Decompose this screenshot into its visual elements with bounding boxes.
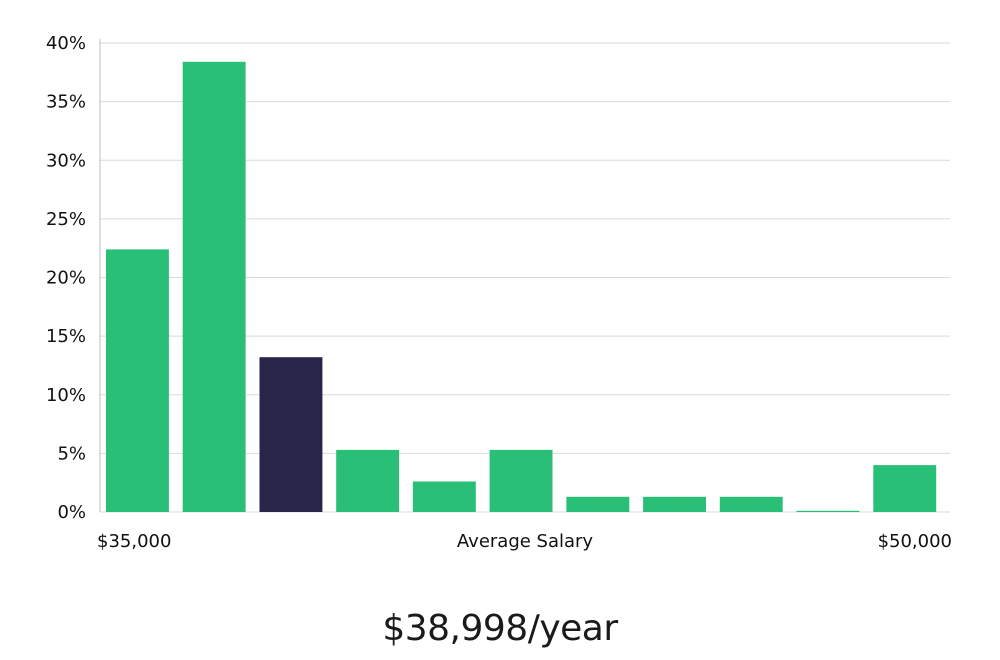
bar <box>489 449 553 512</box>
bar <box>719 496 783 512</box>
y-tick-label: 5% <box>57 443 86 464</box>
chart-canvas: 0% 5% 10% 15% 20% 25% 30% 35% 40% $35,000 Averag… <box>46 33 952 552</box>
bar <box>182 61 246 513</box>
y-tick-label: 40% <box>46 33 86 54</box>
bar <box>643 496 706 512</box>
bar <box>566 496 630 512</box>
salary-histogram: 0% 5% 10% 15% 20% 25% 30% 35% 40% $35,000 Averag… <box>46 33 952 552</box>
y-tick-label: 10% <box>46 385 86 406</box>
y-tick-label: 25% <box>46 209 86 230</box>
y-axis-ticks: 0% 5% 10% 15% 20% 25% 30% 35% 40% <box>46 33 86 523</box>
bars <box>106 61 937 513</box>
x-axis-title: Average Salary <box>457 531 594 552</box>
y-tick-label: 35% <box>46 92 86 113</box>
y-tick-label: 30% <box>46 150 86 171</box>
bar <box>336 449 400 512</box>
bar <box>412 481 476 512</box>
average-salary-headline: $38,998/year <box>382 608 618 649</box>
bar <box>106 249 169 512</box>
x-min-label: $35,000 <box>97 531 171 552</box>
bar <box>873 465 937 512</box>
bar-highlighted <box>259 357 323 512</box>
y-tick-label: 15% <box>46 326 86 347</box>
x-max-label: $50,000 <box>878 531 952 552</box>
y-tick-label: 0% <box>57 502 86 523</box>
bar <box>796 510 860 512</box>
y-tick-label: 20% <box>46 268 86 289</box>
